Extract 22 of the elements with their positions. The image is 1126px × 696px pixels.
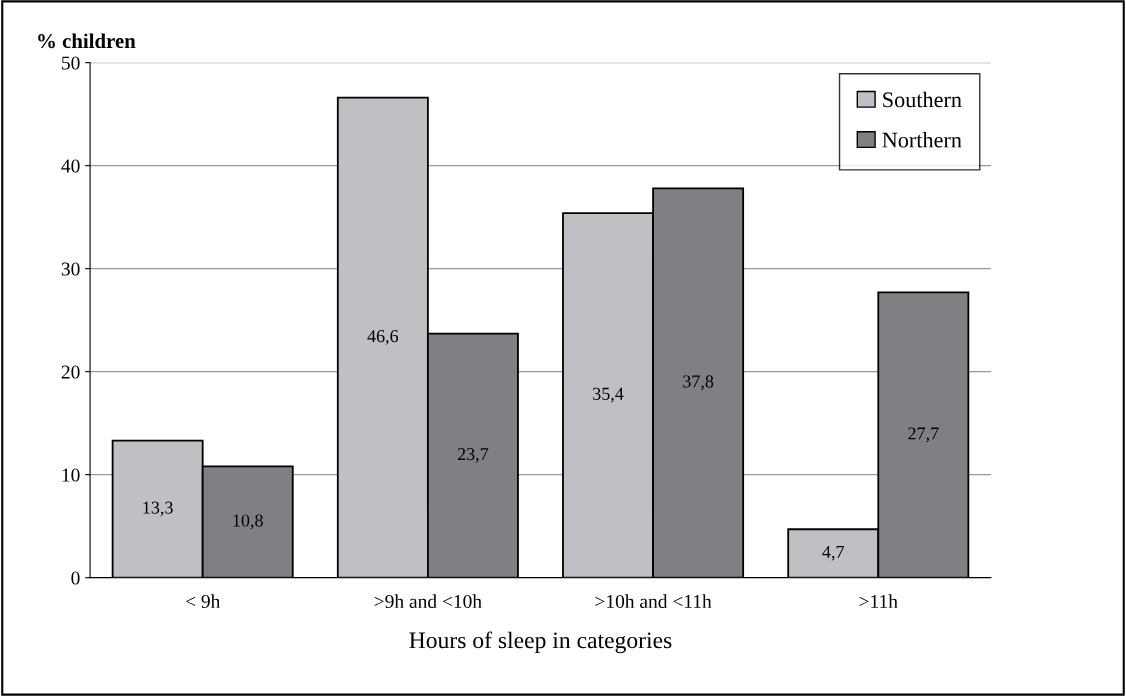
data-label: 27,7 [908, 427, 939, 443]
y-tick-label: 10 [62, 468, 80, 482]
x-tick-label: >10h and <11h [595, 594, 712, 609]
y-tick-label: 30 [61, 262, 80, 276]
x-tick-label: < 9h [186, 594, 221, 609]
x-axis-title: Hours of sleep in categories [409, 631, 672, 654]
y-tick-label: 50 [62, 56, 80, 70]
legend-label: Northern [882, 131, 962, 148]
data-label: 4,7 [822, 545, 845, 561]
data-label: 46,6 [367, 330, 399, 345]
data-label: 10,8 [233, 514, 263, 530]
legend-label: Southern [883, 91, 962, 108]
x-tick-label: >9h and <10h [374, 594, 482, 609]
data-label: 35,4 [593, 387, 624, 403]
y-tick-label: 20 [61, 365, 80, 379]
data-label: 23,7 [457, 448, 489, 463]
y-tick-label: 0 [71, 571, 80, 585]
data-label: 37,8 [683, 375, 714, 391]
y-axis-title: % children [38, 33, 136, 49]
x-tick-label: >11h [859, 594, 898, 608]
y-tick-label: 40 [61, 159, 80, 173]
data-label: 13,3 [143, 501, 173, 517]
